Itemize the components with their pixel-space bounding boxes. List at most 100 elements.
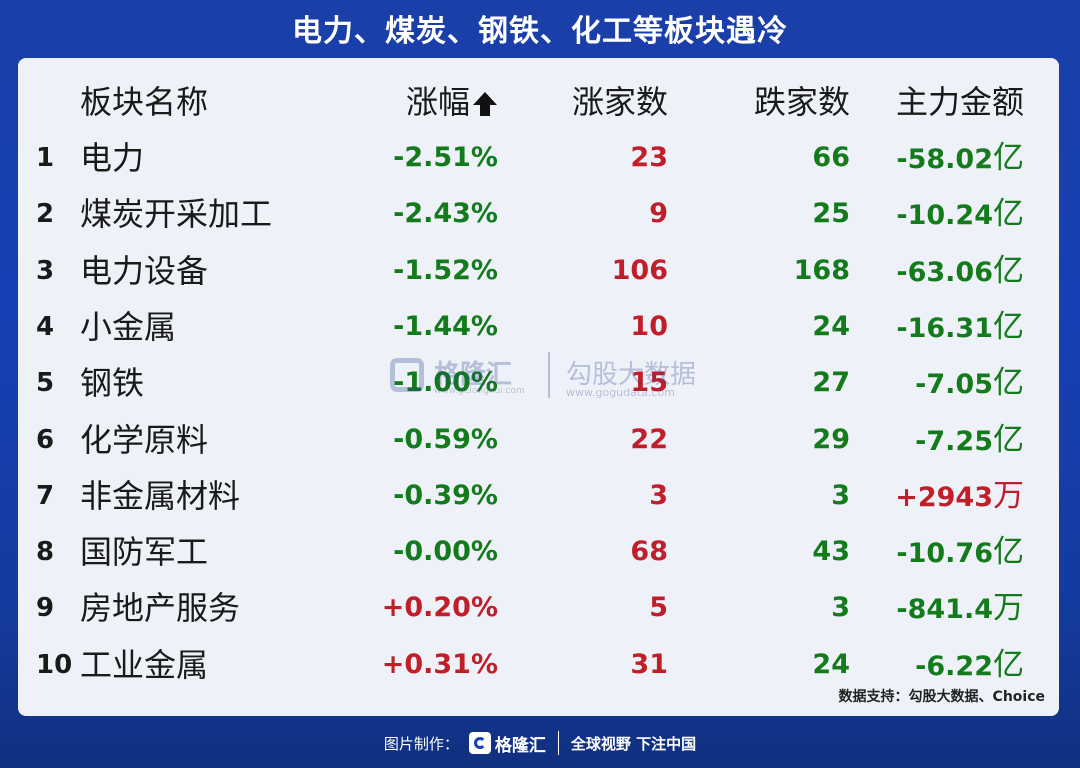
row-main-capital: -7.05亿 <box>858 355 1024 411</box>
row-down-count: 3 <box>831 479 850 511</box>
row-down-count: 24 <box>812 310 850 342</box>
row-up-count: 68 <box>630 536 668 568</box>
row-main-capital: -6.22亿 <box>858 637 1024 693</box>
row-sector-name: 钢铁 <box>80 364 145 403</box>
row-amount-value: -58.02 <box>896 144 993 175</box>
row-index: 4 <box>36 311 55 342</box>
row-index: 3 <box>36 255 55 286</box>
row-index: 1 <box>36 143 55 173</box>
row-up-count: 15 <box>630 367 668 399</box>
row-sector-name: 煤炭开采加工 <box>80 195 273 234</box>
row-down-count: 29 <box>812 423 850 455</box>
data-source-note: 数据支持：勾股大数据、Choice <box>838 689 1045 705</box>
table-row[interactable]: 4 小金属 -1.44% 10 24 -16.31亿 <box>18 299 1059 355</box>
row-down-count: 66 <box>812 142 850 173</box>
footer: 图片制作： 格隆汇 全球视野 下注中国 <box>0 722 1080 764</box>
row-amount-unit: 亿 <box>993 421 1024 458</box>
row-amount-value: -10.76 <box>896 538 993 570</box>
row-up-count: 23 <box>630 142 668 173</box>
row-index: 2 <box>36 199 55 230</box>
row-change: -1.52% <box>393 254 498 286</box>
row-index: 10 <box>36 649 73 680</box>
row-amount-unit: 亿 <box>993 252 1024 289</box>
footer-divider <box>557 731 559 755</box>
row-change: -0.39% <box>393 479 498 511</box>
row-down-count: 43 <box>812 536 850 568</box>
table-row[interactable]: 5 钢铁 -1.00% 15 27 -7.05亿 <box>18 355 1059 411</box>
row-amount-value: -63.06 <box>896 256 993 288</box>
row-up-count: 22 <box>630 423 668 455</box>
row-main-capital: -63.06亿 <box>858 243 1024 299</box>
row-sector-name: 小金属 <box>80 307 177 346</box>
row-index: 7 <box>36 480 55 511</box>
row-index: 9 <box>36 593 55 624</box>
footer-label: 图片制作： <box>383 734 459 753</box>
row-up-count: 106 <box>611 254 668 286</box>
row-down-count: 27 <box>812 367 850 399</box>
row-change: -1.00% <box>393 367 498 399</box>
row-amount-value: -16.31 <box>896 312 993 344</box>
header-down-count[interactable]: 跌家数 <box>753 83 850 121</box>
row-amount-value: -7.05 <box>915 369 993 401</box>
row-sector-name: 工业金属 <box>80 645 209 684</box>
header-sector-name[interactable]: 板块名称 <box>80 83 209 121</box>
header-main-capital[interactable]: 主力金额 <box>895 83 1024 121</box>
row-sector-name: 房地产服务 <box>80 589 241 628</box>
table-row[interactable]: 10 工业金属 +0.31% 31 24 -6.22亿 <box>18 637 1059 693</box>
table-row[interactable]: 7 非金属材料 -0.39% 3 3 +2943万 <box>18 468 1059 524</box>
row-change: -1.44% <box>393 310 498 342</box>
row-down-count: 25 <box>812 198 850 230</box>
row-change: +0.20% <box>381 592 498 624</box>
row-index: 5 <box>36 368 55 399</box>
header-change[interactable]: 涨幅 <box>358 74 498 130</box>
table-row[interactable]: 1 电力 -2.51% 23 66 -58.02亿 <box>18 130 1059 186</box>
row-down-count: 168 <box>793 254 850 286</box>
row-change: -0.00% <box>393 536 498 568</box>
row-amount-value: -10.24 <box>896 200 993 232</box>
row-main-capital: -10.76亿 <box>858 524 1024 580</box>
row-amount-unit: 亿 <box>993 646 1024 683</box>
footer-slogan: 全球视野 下注中国 <box>570 734 697 753</box>
row-change: -2.43% <box>393 198 498 230</box>
data-table-card: 板块名称 涨幅 涨家数 跌家数 主力金额 1 电力 -2.51% 23 66 -58.02… <box>18 58 1059 716</box>
row-amount-value: -841.4 <box>896 594 993 626</box>
row-amount-value: +2943 <box>895 481 993 513</box>
footer-brand: 格隆汇 <box>494 735 546 756</box>
row-down-count: 3 <box>831 592 850 624</box>
row-up-count: 10 <box>630 310 668 342</box>
row-sector-name: 电力 <box>80 139 145 177</box>
row-main-capital: -16.31亿 <box>858 299 1024 355</box>
row-sector-name: 化学原料 <box>80 420 209 459</box>
row-amount-value: -6.22 <box>915 650 993 682</box>
table-header: 板块名称 涨幅 涨家数 跌家数 主力金额 <box>18 74 1059 130</box>
row-amount-value: -7.25 <box>915 425 993 457</box>
row-amount-unit: 亿 <box>993 365 1024 402</box>
header-change-label: 涨幅 <box>405 83 470 121</box>
row-change: +0.31% <box>381 648 498 680</box>
row-sector-name: 非金属材料 <box>80 476 241 515</box>
gelonghui-logo-icon <box>468 732 491 754</box>
row-main-capital: -58.02亿 <box>858 130 1024 186</box>
row-main-capital: -10.24亿 <box>858 186 1024 242</box>
table-row[interactable]: 8 国防军工 -0.00% 68 43 -10.76亿 <box>18 524 1059 580</box>
table-row[interactable]: 6 化学原料 -0.59% 22 29 -7.25亿 <box>18 412 1059 468</box>
row-amount-unit: 亿 <box>993 140 1024 176</box>
row-amount-unit: 亿 <box>993 308 1024 345</box>
row-change: -0.59% <box>393 423 498 455</box>
arrow-up-icon <box>473 92 497 116</box>
table-row[interactable]: 9 房地产服务 +0.20% 5 3 -841.4万 <box>18 580 1059 636</box>
row-down-count: 24 <box>812 648 850 680</box>
table-row[interactable]: 3 电力设备 -1.52% 106 168 -63.06亿 <box>18 243 1059 299</box>
row-amount-unit: 亿 <box>993 196 1024 233</box>
row-sector-name: 国防军工 <box>80 533 209 572</box>
row-up-count: 31 <box>630 648 668 680</box>
row-main-capital: -841.4万 <box>858 580 1024 636</box>
row-amount-unit: 万 <box>993 590 1024 627</box>
row-up-count: 5 <box>649 592 668 624</box>
header-up-count[interactable]: 涨家数 <box>571 83 668 121</box>
table-row[interactable]: 2 煤炭开采加工 -2.43% 9 25 -10.24亿 <box>18 186 1059 242</box>
row-amount-unit: 万 <box>993 477 1024 514</box>
row-main-capital: -7.25亿 <box>858 412 1024 468</box>
row-change: -2.51% <box>393 142 498 173</box>
row-index: 8 <box>36 537 55 568</box>
